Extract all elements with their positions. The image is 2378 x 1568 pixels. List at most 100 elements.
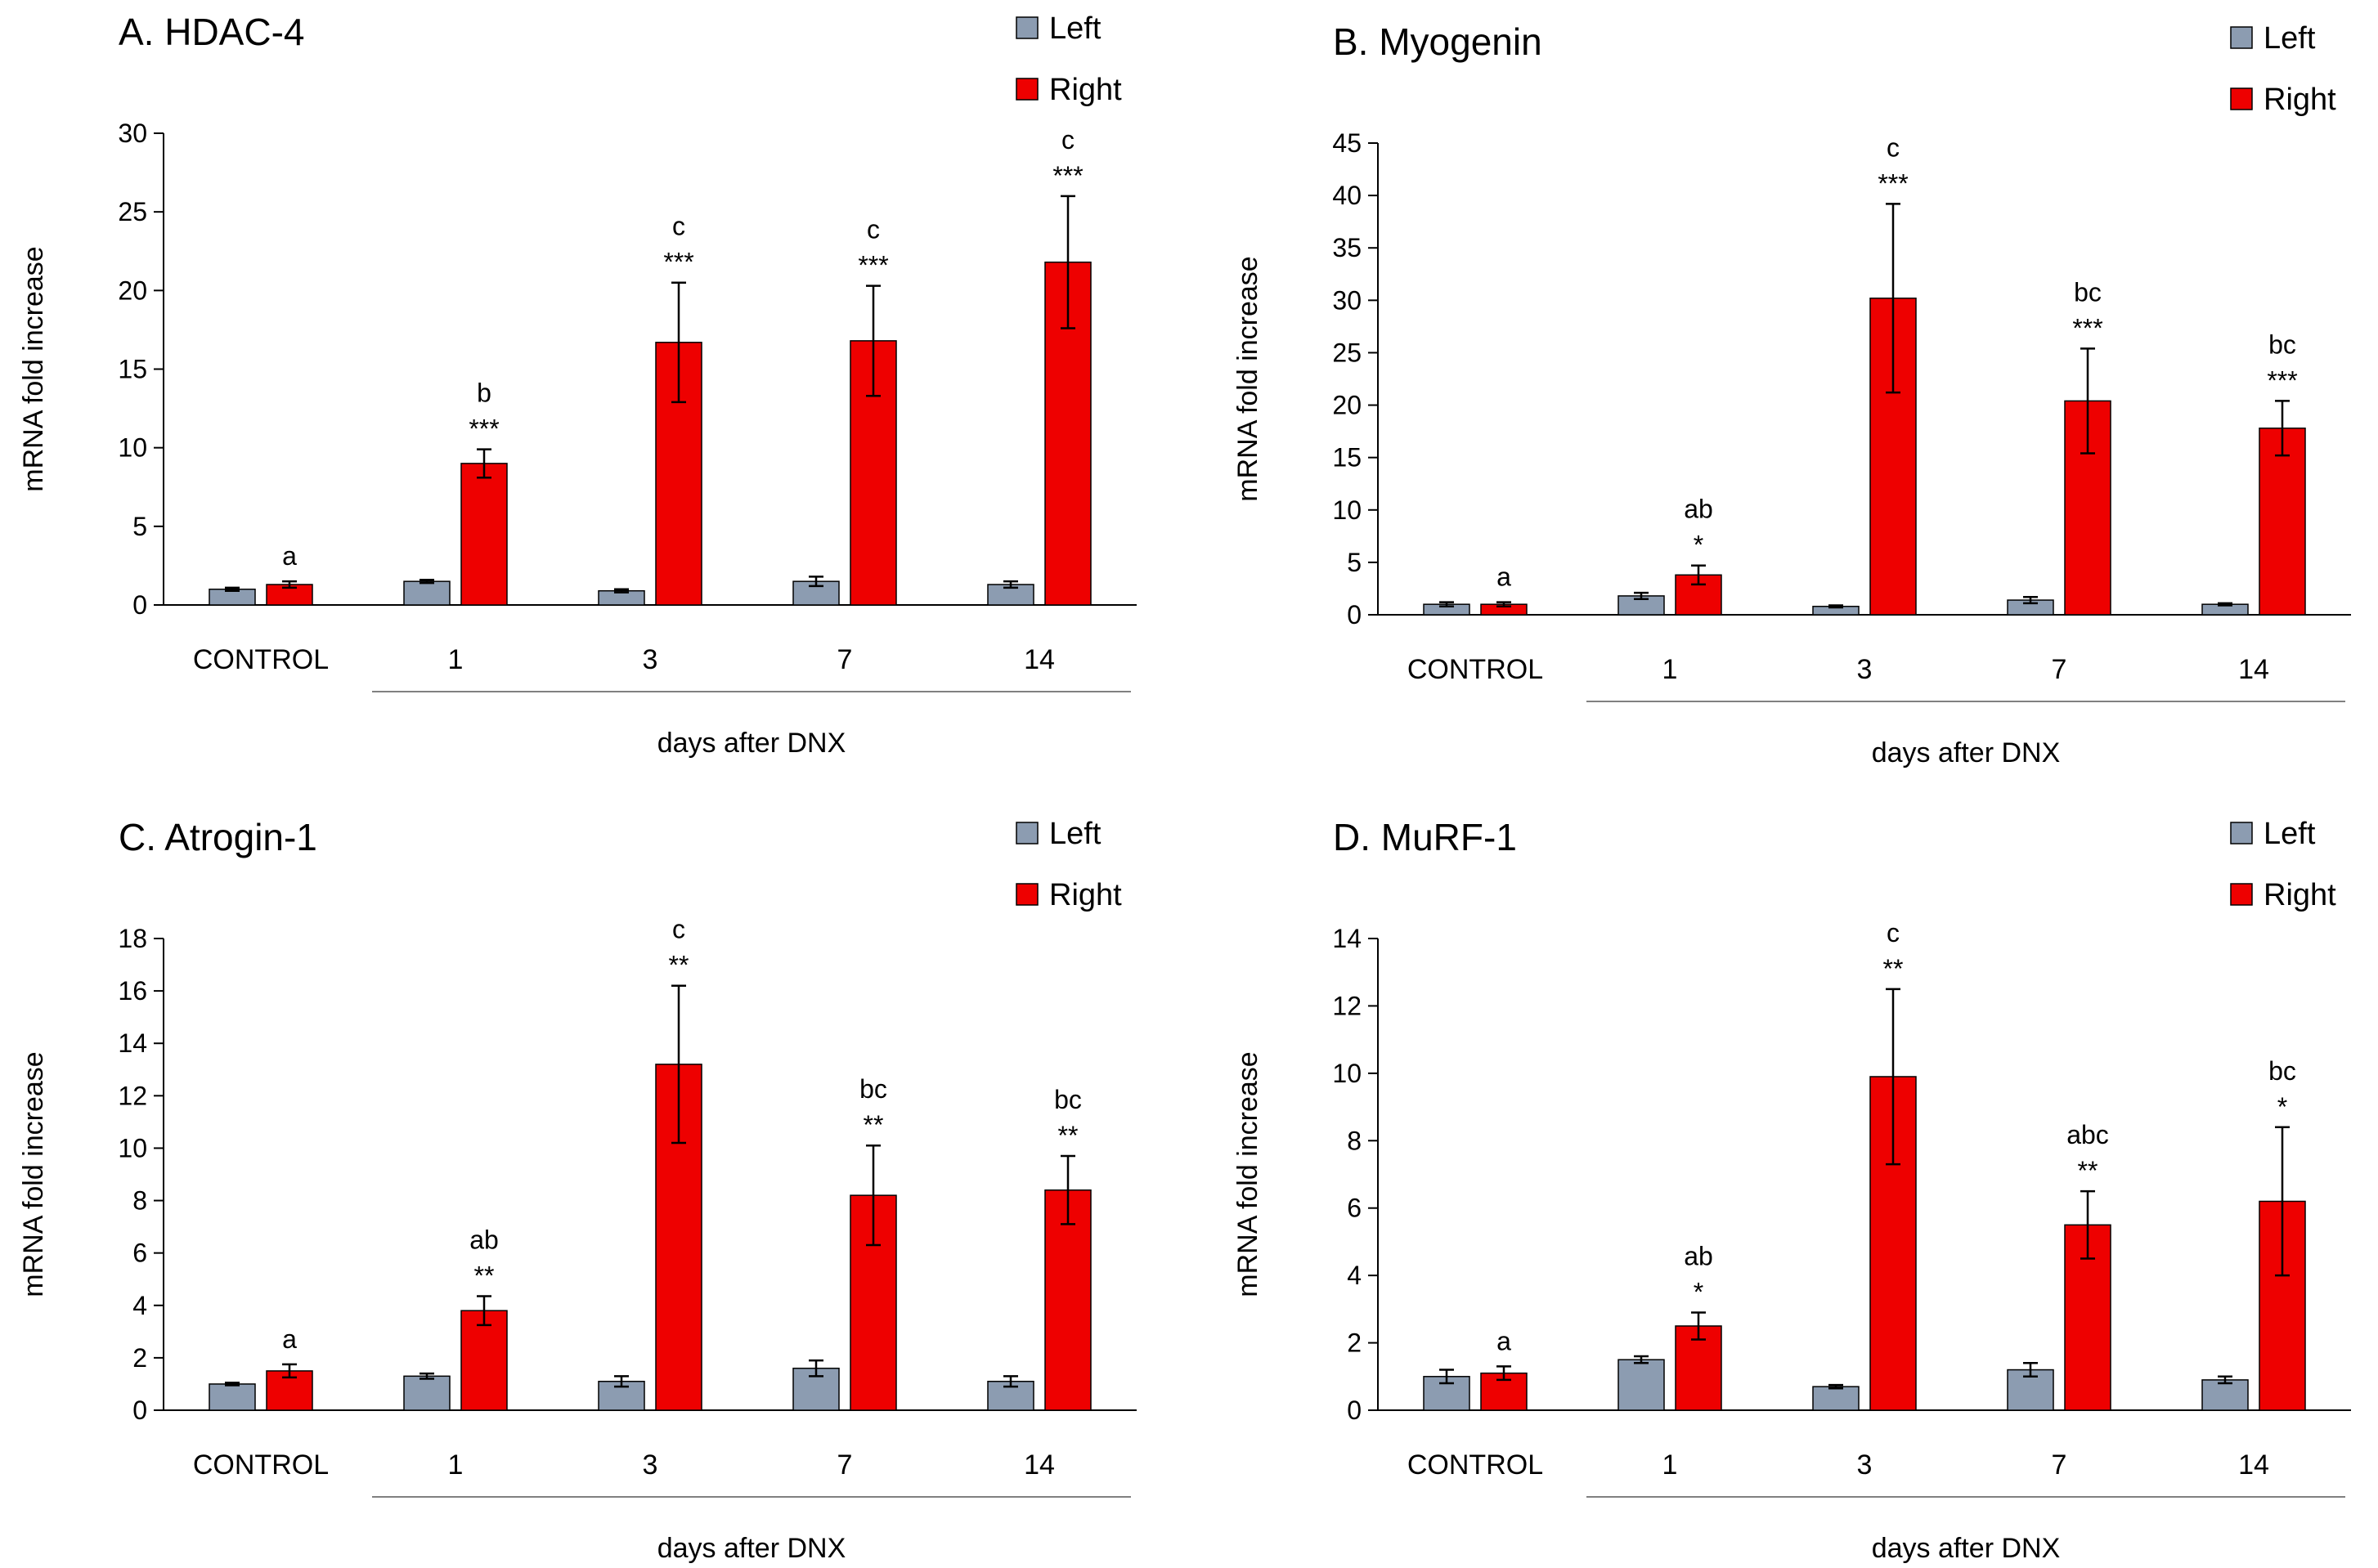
x-axis-label: days after DNX bbox=[1872, 737, 2061, 768]
group-letter: c bbox=[867, 215, 880, 244]
significance-stars: * bbox=[1694, 1277, 1703, 1306]
x-axis-label: days after DNX bbox=[1872, 1533, 2061, 1564]
y-axis-label: mRNA fold increase bbox=[18, 1051, 49, 1297]
y-tick-label: 0 bbox=[1347, 600, 1362, 629]
error-bar bbox=[2218, 602, 2232, 607]
significance-stars: ** bbox=[2078, 1156, 2098, 1185]
group-letter: abc bbox=[2066, 1120, 2109, 1149]
x-category-label: 1 bbox=[448, 1449, 464, 1481]
legend: Left Right bbox=[2230, 817, 2336, 912]
y-tick-label: 20 bbox=[1332, 391, 1362, 420]
y-tick-label: 16 bbox=[118, 976, 147, 1006]
chart-panel-hdac4: A. HDAC-4 Left Right mRNA fold increase 0 5 10… bbox=[18, 11, 1137, 759]
group-letter: bc bbox=[859, 1074, 887, 1104]
x-category-label: 1 bbox=[1662, 654, 1678, 685]
legend-swatch-right bbox=[2230, 87, 2253, 110]
error-bar bbox=[1061, 1154, 1075, 1225]
chart-panel-atrogin1: C. Atrogin-1 Left Right mRNA fold increase 0… bbox=[18, 816, 1137, 1564]
significance-stars: ** bbox=[474, 1261, 495, 1291]
error-bar bbox=[1886, 203, 1900, 394]
y-tick-label: 12 bbox=[118, 1081, 147, 1110]
error-bar bbox=[809, 1359, 823, 1378]
y-tick-label: 35 bbox=[1332, 233, 1362, 262]
y-tick-label: 20 bbox=[118, 276, 147, 305]
y-tick-label: 8 bbox=[1347, 1126, 1362, 1155]
y-tick-label: 30 bbox=[1332, 285, 1362, 315]
x-category-label: 3 bbox=[643, 644, 658, 675]
legend-label-left: Left bbox=[2264, 817, 2316, 851]
group-letter: c bbox=[672, 212, 685, 241]
significance-stars: * bbox=[2277, 1092, 2287, 1122]
y-tick-label: 10 bbox=[118, 1133, 147, 1163]
group-letter: a bbox=[282, 541, 297, 571]
group-letter: bc bbox=[1054, 1085, 1082, 1114]
bar-left bbox=[403, 580, 451, 606]
error-bar bbox=[1003, 580, 1018, 589]
group-letter: bc bbox=[2074, 277, 2102, 307]
error-bar bbox=[1439, 601, 1454, 607]
error-bar bbox=[2275, 1126, 2290, 1277]
error-bar bbox=[420, 1372, 434, 1380]
legend-swatch-right bbox=[1016, 78, 1039, 101]
legend-label-right: Right bbox=[2264, 878, 2336, 912]
significance-stars: *** bbox=[1052, 161, 1083, 190]
bar-left bbox=[2201, 1379, 2249, 1411]
y-tick-label: 10 bbox=[1332, 495, 1362, 525]
significance-stars: ** bbox=[864, 1110, 884, 1140]
x-category-label: 7 bbox=[837, 1449, 853, 1481]
legend: Left Right bbox=[1016, 817, 1122, 912]
y-tick-label: 45 bbox=[1332, 128, 1362, 158]
group-letter: c bbox=[1887, 918, 1900, 948]
error-bar bbox=[2275, 400, 2290, 457]
x-category-label: CONTROL bbox=[1407, 654, 1543, 685]
y-tick-label: 40 bbox=[1332, 181, 1362, 210]
error-bar bbox=[2023, 1362, 2038, 1378]
y-tick-label: 14 bbox=[118, 1028, 147, 1058]
chart-title: D. MuRF-1 bbox=[1333, 816, 1517, 858]
y-tick-label: 18 bbox=[118, 924, 147, 953]
group-letter: bc bbox=[2268, 1056, 2296, 1086]
x-category-label: 14 bbox=[2238, 1449, 2269, 1481]
significance-stars: ** bbox=[1058, 1121, 1079, 1150]
group-letter: ab bbox=[1684, 1241, 1713, 1270]
significance-stars: *** bbox=[663, 248, 693, 277]
y-tick-label: 10 bbox=[118, 433, 147, 463]
x-category-label: 14 bbox=[2238, 654, 2269, 685]
group-letter: c bbox=[1887, 132, 1900, 162]
bar-right bbox=[2259, 428, 2306, 616]
error-bar bbox=[671, 281, 686, 404]
significance-stars: * bbox=[1694, 531, 1703, 560]
legend: Left Right bbox=[2230, 21, 2336, 117]
y-tick-label: 10 bbox=[1332, 1059, 1362, 1088]
y-tick-label: 14 bbox=[1332, 924, 1362, 953]
group-letter: a bbox=[1496, 562, 1511, 592]
legend-label-left: Left bbox=[1049, 817, 1102, 851]
bar-right bbox=[460, 463, 508, 606]
x-category-label: CONTROL bbox=[1407, 1449, 1543, 1481]
error-bar bbox=[614, 1375, 629, 1388]
legend-swatch-left bbox=[2230, 26, 2253, 49]
error-bar bbox=[614, 588, 629, 594]
legend-swatch-right bbox=[2230, 883, 2253, 906]
y-tick-label: 15 bbox=[118, 355, 147, 384]
error-bar bbox=[671, 984, 686, 1145]
error-bar bbox=[866, 284, 881, 397]
x-category-label: 1 bbox=[1662, 1449, 1678, 1481]
y-tick-label: 25 bbox=[1332, 338, 1362, 367]
error-bar bbox=[420, 578, 434, 585]
y-axis-label: mRNA fold increase bbox=[1232, 256, 1263, 501]
x-axis-label: days after DNX bbox=[657, 1533, 846, 1564]
legend-swatch-left bbox=[1016, 16, 1039, 39]
error-bar bbox=[1496, 601, 1511, 607]
chart-title: C. Atrogin-1 bbox=[119, 816, 317, 858]
error-bar bbox=[1886, 988, 1900, 1166]
legend-swatch-left bbox=[1016, 822, 1039, 844]
bar-left bbox=[598, 1380, 645, 1411]
error-bar bbox=[1496, 1365, 1511, 1382]
chart-panel-myogenin: B. Myogenin Left Right mRNA fold increase 0 5… bbox=[1232, 20, 2351, 768]
legend-swatch-right bbox=[1016, 883, 1039, 906]
x-category-label: 7 bbox=[2052, 1449, 2067, 1481]
error-bar bbox=[809, 576, 823, 588]
y-tick-label: 4 bbox=[1347, 1261, 1362, 1290]
legend-label-right: Right bbox=[2264, 83, 2336, 117]
